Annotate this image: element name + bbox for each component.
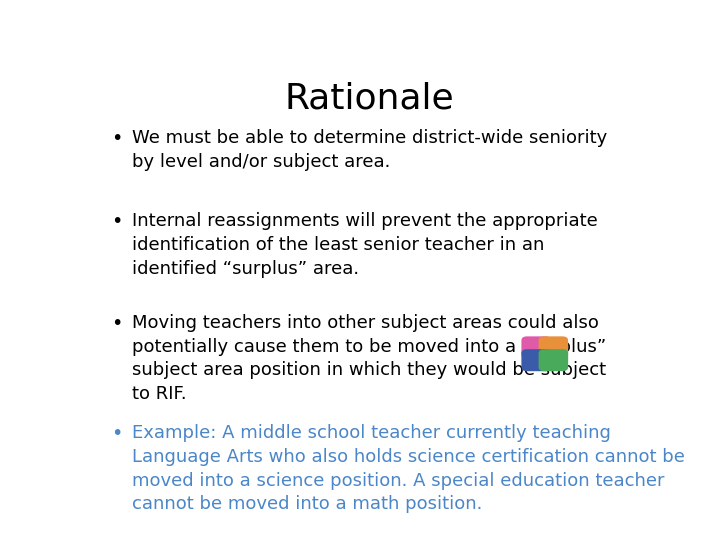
Text: Moving teachers into other subject areas could also
potentially cause them to be: Moving teachers into other subject areas… bbox=[132, 314, 606, 403]
FancyBboxPatch shape bbox=[521, 336, 551, 359]
Circle shape bbox=[533, 338, 539, 343]
Circle shape bbox=[550, 338, 557, 343]
Text: Example: A middle school teacher currently teaching
Language Arts who also holds: Example: A middle school teacher current… bbox=[132, 424, 685, 513]
Circle shape bbox=[542, 345, 549, 350]
Text: Internal reassignments will prevent the appropriate
identification of the least : Internal reassignments will prevent the … bbox=[132, 212, 598, 278]
Text: Rationale: Rationale bbox=[284, 82, 454, 116]
Text: We must be able to determine district-wide seniority
by level and/or subject are: We must be able to determine district-wi… bbox=[132, 129, 607, 171]
Text: •: • bbox=[111, 212, 122, 232]
Circle shape bbox=[559, 357, 566, 363]
Text: •: • bbox=[111, 314, 122, 333]
Circle shape bbox=[542, 357, 549, 363]
FancyBboxPatch shape bbox=[539, 336, 568, 359]
Circle shape bbox=[533, 351, 539, 356]
FancyBboxPatch shape bbox=[539, 349, 568, 371]
Circle shape bbox=[559, 345, 566, 350]
FancyBboxPatch shape bbox=[521, 349, 551, 371]
Circle shape bbox=[550, 351, 557, 356]
Text: •: • bbox=[111, 424, 122, 443]
Text: •: • bbox=[111, 129, 122, 149]
